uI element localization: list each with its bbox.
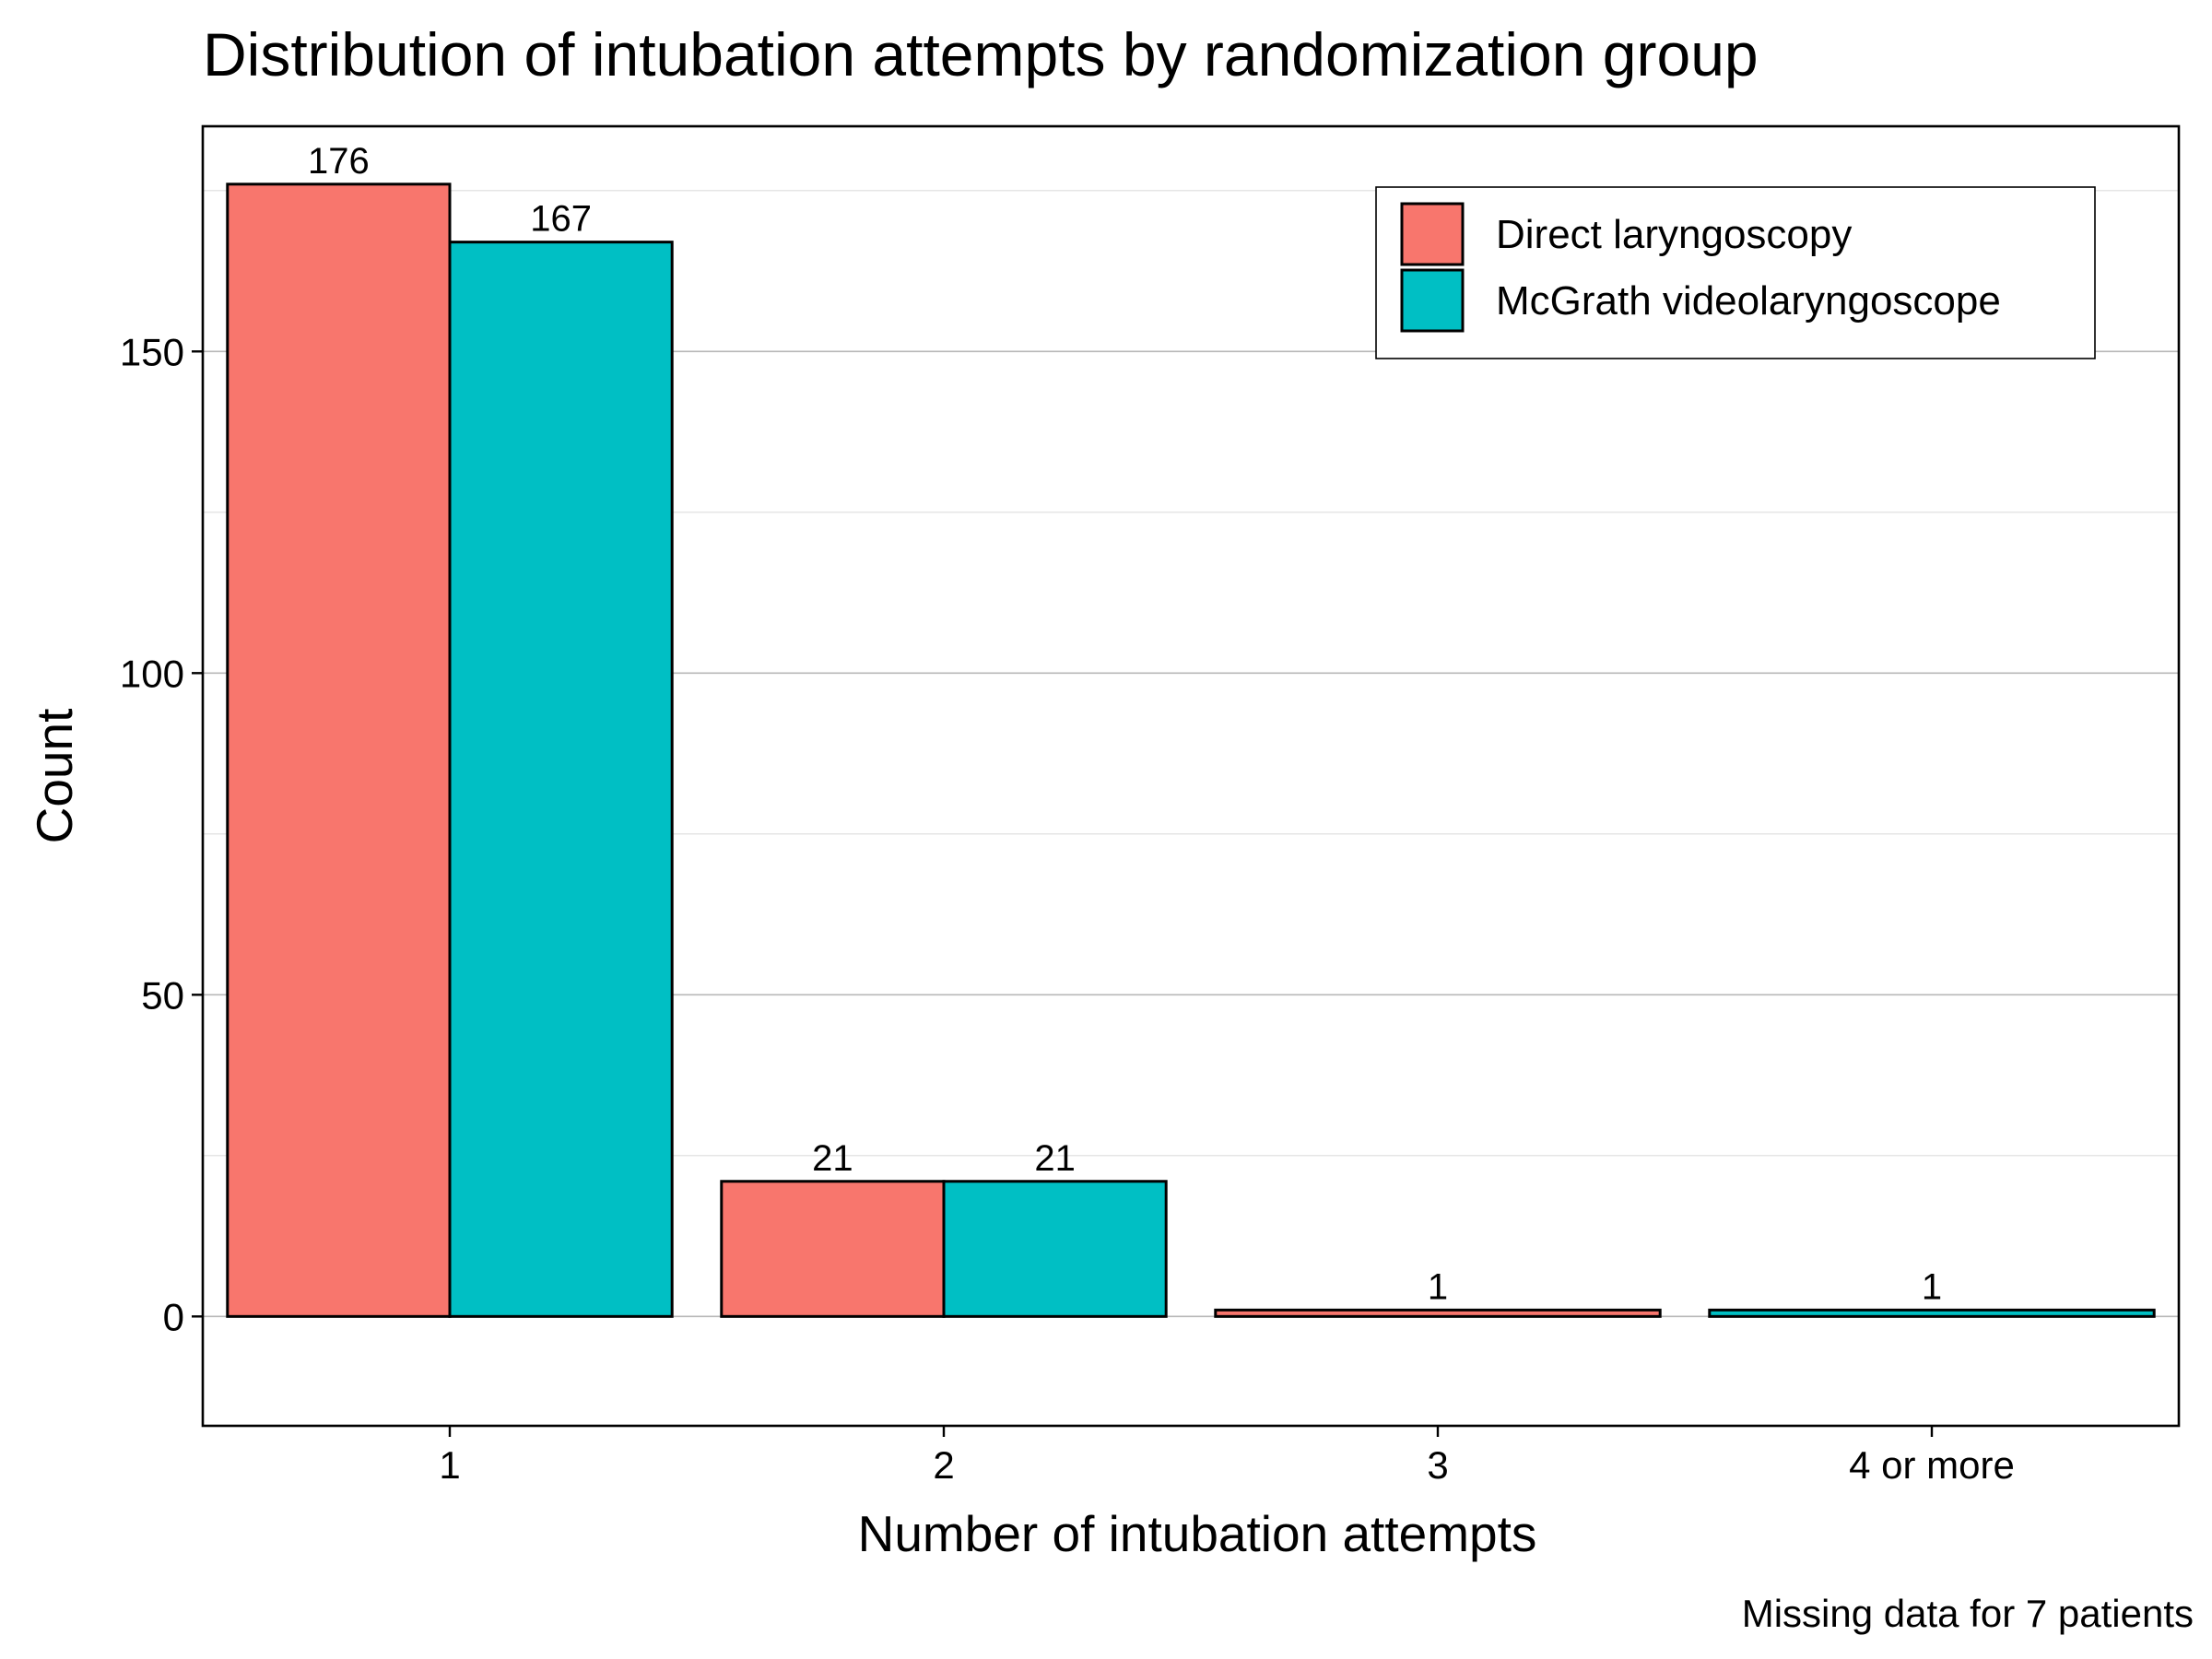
data-label: 1 bbox=[1428, 1266, 1448, 1307]
x-axis-title: Number of intubation attempts bbox=[858, 1505, 1537, 1562]
y-tick-label: 0 bbox=[163, 1295, 184, 1338]
y-tick-label: 150 bbox=[120, 330, 184, 373]
bar bbox=[720, 1180, 946, 1318]
legend: Direct laryngoscopy McGrath videolaryngos… bbox=[1375, 186, 2096, 359]
data-label: 176 bbox=[308, 141, 370, 182]
x-axis: 1 2 3 4 or more bbox=[439, 1426, 2015, 1487]
bars bbox=[226, 182, 2156, 1318]
x-tick-label: 1 bbox=[439, 1443, 460, 1487]
caption-note: Missing data for 7 patients bbox=[1742, 1592, 2194, 1635]
bar bbox=[1214, 1308, 1662, 1318]
legend-swatch bbox=[1400, 268, 1465, 333]
y-tick-label: 100 bbox=[120, 652, 184, 695]
legend-swatch bbox=[1400, 202, 1465, 266]
x-tick-label: 4 or more bbox=[1849, 1443, 2015, 1487]
legend-label: McGrath videolaryngoscope bbox=[1496, 278, 2001, 324]
bar bbox=[1708, 1308, 2156, 1318]
bar bbox=[226, 182, 452, 1318]
data-labels: 176 167 21 21 1 1 bbox=[308, 141, 1942, 1308]
data-label: 1 bbox=[1922, 1266, 1942, 1307]
plot-frame bbox=[201, 124, 2181, 1428]
bar bbox=[448, 241, 674, 1318]
y-axis: 0 50 100 150 bbox=[120, 330, 203, 1338]
legend-box bbox=[1375, 186, 2096, 359]
bar bbox=[942, 1180, 1168, 1318]
x-tick-label: 3 bbox=[1427, 1443, 1448, 1487]
data-label: 167 bbox=[530, 199, 592, 240]
y-tick-label: 50 bbox=[141, 973, 184, 1017]
data-label: 21 bbox=[812, 1138, 853, 1179]
legend-label: Direct laryngoscopy bbox=[1496, 212, 1852, 257]
data-label: 21 bbox=[1034, 1138, 1076, 1179]
x-tick-label: 2 bbox=[933, 1443, 954, 1487]
chart-title: Distribution of intubation attempts by r… bbox=[203, 20, 1759, 88]
y-axis-title: Count bbox=[26, 709, 83, 844]
